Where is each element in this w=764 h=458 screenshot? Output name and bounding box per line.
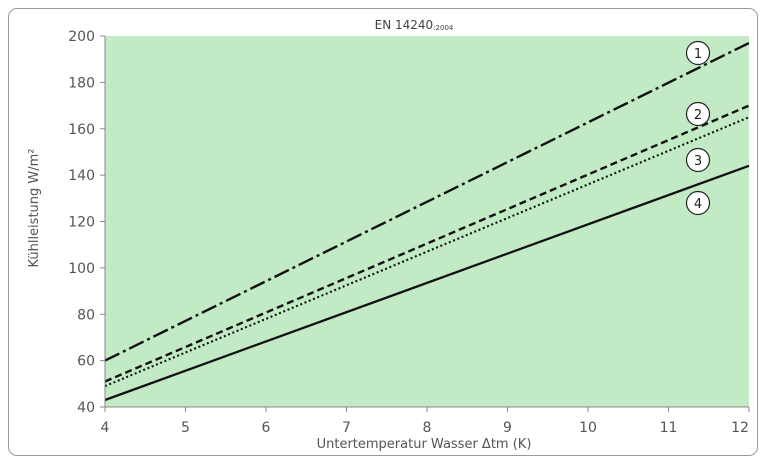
series-layer: [104, 41, 750, 402]
series-line-4: [104, 164, 750, 402]
series-markers: 1 2 3 4: [685, 40, 711, 216]
x-axis-ticks: 4 5 6 7 8 9 10 11 12: [101, 407, 750, 436]
y-tick-label: 160: [68, 122, 95, 138]
y-tick-label: 40: [77, 400, 95, 416]
y-tick-label: 200: [68, 29, 95, 45]
series-line-3: [104, 116, 750, 388]
x-axis-title: Untertemperatur Wasser Δtm (K): [317, 437, 532, 452]
series-marker-circle: [685, 147, 711, 173]
series-marker-circle: [685, 190, 711, 216]
series-line-1: [104, 41, 750, 362]
plot-area: [105, 36, 749, 407]
x-tick-label: 7: [342, 420, 351, 436]
x-tick-label: 4: [101, 420, 110, 436]
series-marker-label: 2: [694, 108, 702, 123]
y-tick-label: 100: [68, 261, 95, 277]
series-marker-label: 4: [694, 197, 702, 212]
x-tick-label: 6: [262, 420, 271, 436]
y-tick-label: 80: [77, 307, 95, 323]
x-tick-label: 5: [181, 420, 190, 436]
y-axis-title: Kühlleistung W/m²: [27, 148, 42, 267]
x-tick-label: 11: [660, 420, 678, 436]
y-axis-ticks: 40 60 80 100 120 140 160 180 200: [68, 29, 105, 416]
chart-title: EN 14240:2004: [375, 18, 454, 32]
x-tick-label: 8: [423, 420, 432, 436]
y-tick-label: 120: [68, 215, 95, 231]
series-marker-circle: [685, 101, 711, 127]
series-line-2: [104, 104, 750, 383]
y-tick-label: 180: [68, 75, 95, 91]
series-marker-label: 1: [694, 47, 702, 62]
x-tick-label: 12: [731, 420, 749, 436]
series-marker-circle: [685, 40, 711, 66]
series-marker-label: 3: [694, 154, 702, 169]
y-tick-label: 140: [68, 168, 95, 184]
y-tick-label: 60: [77, 354, 95, 370]
x-tick-label: 10: [579, 420, 597, 436]
x-tick-label: 9: [503, 420, 512, 436]
